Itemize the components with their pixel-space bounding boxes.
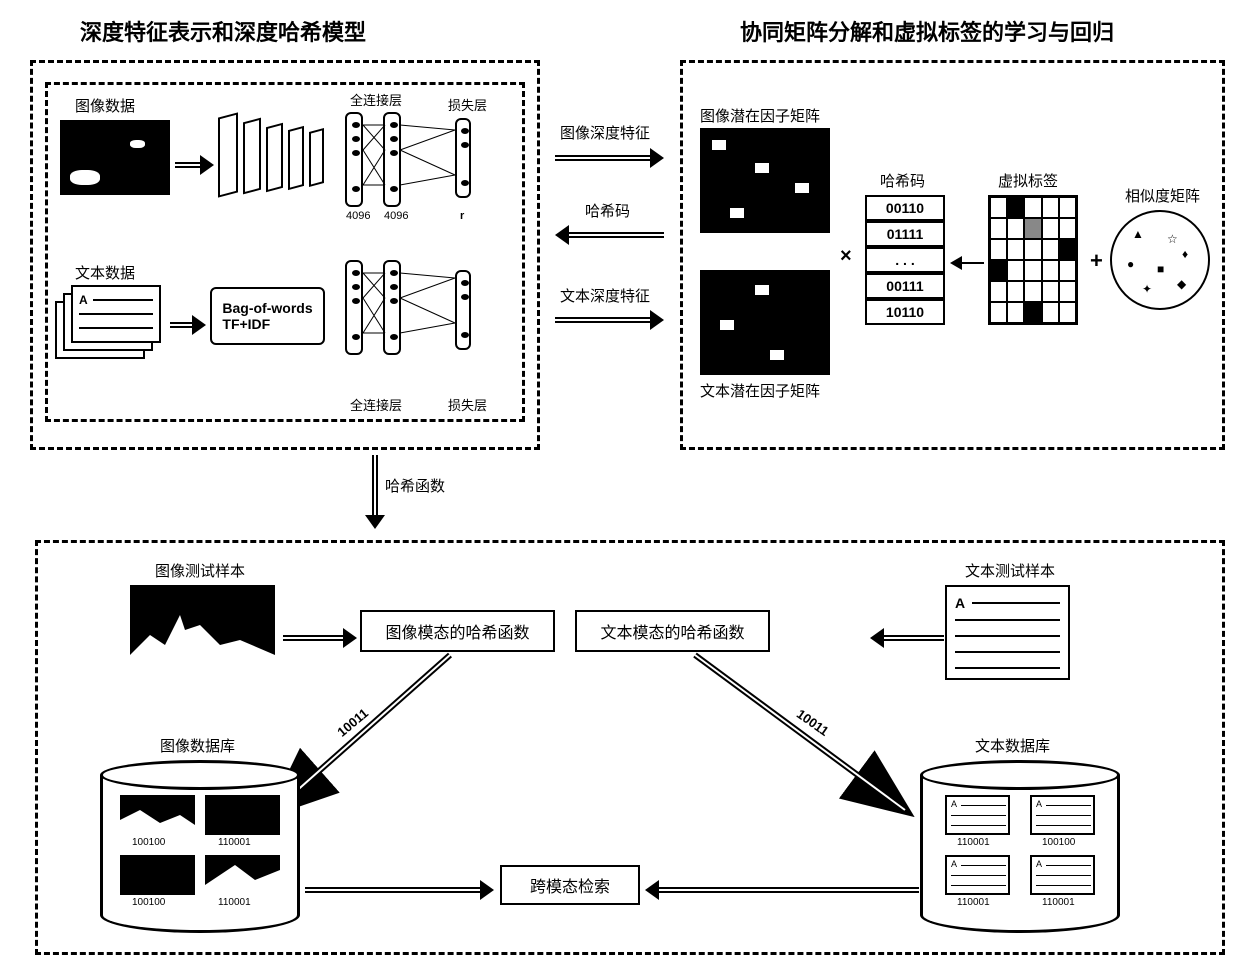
hash-2: . . . bbox=[865, 247, 945, 273]
hash-1: 01111 bbox=[865, 221, 945, 247]
fc-lines-bot bbox=[360, 263, 460, 353]
cnn-4 bbox=[288, 126, 304, 190]
cnn-5 bbox=[309, 128, 324, 187]
img-test-label: 图像测试样本 bbox=[155, 560, 245, 581]
virtual-grid bbox=[988, 195, 1078, 325]
hash-3: 00111 bbox=[865, 273, 945, 299]
txt-feat-label: 文本深度特征 bbox=[560, 285, 650, 306]
r-top: r bbox=[460, 210, 464, 222]
img-latent-label: 图像潜在因子矩阵 bbox=[700, 105, 820, 126]
fc-lines-top bbox=[360, 115, 460, 205]
img-latent-matrix bbox=[700, 128, 830, 233]
arrow-txtdb-cross bbox=[645, 880, 919, 900]
hash-title: 哈希码 bbox=[880, 170, 925, 191]
fc-dim1-top: 4096 bbox=[346, 210, 370, 222]
hash-0: 00110 bbox=[865, 195, 945, 221]
txt-latent-matrix bbox=[700, 270, 830, 375]
img-db-label: 图像数据库 bbox=[160, 735, 235, 756]
hash-fn-label: 哈希函数 bbox=[385, 475, 445, 496]
db-code-0: 100100 bbox=[132, 837, 165, 848]
arrow-img-feat bbox=[555, 148, 664, 168]
arrow-hash-fn bbox=[365, 455, 385, 529]
txt-code-2: 110001 bbox=[957, 897, 990, 908]
image-data-label: 图像数据 bbox=[75, 95, 135, 116]
img-hash-fn-box: 图像模态的哈希函数 bbox=[360, 610, 555, 652]
cnn-1 bbox=[218, 112, 238, 197]
bow-box: Bag-of-words TF+IDF bbox=[210, 287, 325, 345]
image-thumb bbox=[60, 120, 170, 195]
hash-label: 哈希码 bbox=[585, 200, 630, 221]
img-test-thumb bbox=[130, 585, 275, 680]
fc-top-label: 全连接层 bbox=[350, 90, 402, 109]
sim-label: 相似度矩阵 bbox=[1125, 185, 1200, 206]
txt-test-doc: A bbox=[945, 585, 1070, 680]
img-feat-label: 图像深度特征 bbox=[560, 122, 650, 143]
arrow-imgdb-cross bbox=[305, 880, 494, 900]
cnn-2 bbox=[243, 118, 261, 195]
loss-top-label: 损失层 bbox=[448, 95, 487, 114]
txt-code-1: 100100 bbox=[1042, 837, 1075, 848]
arrow-img-cnn bbox=[175, 155, 214, 175]
arrow-hash-back bbox=[555, 225, 664, 245]
text-docs: A bbox=[55, 285, 165, 365]
fc-bot-label: 全连接层 bbox=[350, 395, 402, 414]
plus-symbol: + bbox=[1090, 248, 1103, 274]
virtual-label: 虚拟标签 bbox=[998, 170, 1058, 191]
cross-modal-box: 跨模态检索 bbox=[500, 865, 640, 905]
title-right: 协同矩阵分解和虚拟标签的学习与回归 bbox=[740, 15, 1114, 47]
arrow-img-test bbox=[283, 628, 357, 648]
db-code-1: 110001 bbox=[218, 837, 251, 848]
hash-4: 10110 bbox=[865, 299, 945, 325]
txt-code-3: 110001 bbox=[1042, 897, 1075, 908]
arrow-diag-right bbox=[680, 650, 920, 825]
txt-latent-label: 文本潜在因子矩阵 bbox=[700, 380, 820, 401]
txt-code-0: 110001 bbox=[957, 837, 990, 848]
arrow-txt-bow bbox=[170, 315, 206, 335]
arrow-txt-test bbox=[870, 628, 944, 648]
db-code-3: 110001 bbox=[218, 897, 251, 908]
title-left: 深度特征表示和深度哈希模型 bbox=[80, 15, 366, 47]
text-data-label: 文本数据 bbox=[75, 262, 135, 283]
img-db-cyl: 100100 110001 100100 110001 bbox=[100, 760, 300, 930]
arrow-txt-feat bbox=[555, 310, 664, 330]
txt-test-label: 文本测试样本 bbox=[965, 560, 1055, 581]
arrow-virtual-hash bbox=[950, 256, 984, 270]
loss-bot-label: 损失层 bbox=[448, 395, 487, 414]
sim-circle: ▲☆ ♦● ■✦ ◆ bbox=[1110, 210, 1210, 310]
txt-hash-fn-box: 文本模态的哈希函数 bbox=[575, 610, 770, 652]
fc-dim2-top: 4096 bbox=[384, 210, 408, 222]
cnn-3 bbox=[266, 123, 283, 193]
db-code-2: 100100 bbox=[132, 897, 165, 908]
mult-symbol: × bbox=[840, 245, 852, 268]
txt-db-cyl: A A A A 110001 100100 110001 110001 bbox=[920, 760, 1120, 930]
txt-db-label: 文本数据库 bbox=[975, 735, 1050, 756]
